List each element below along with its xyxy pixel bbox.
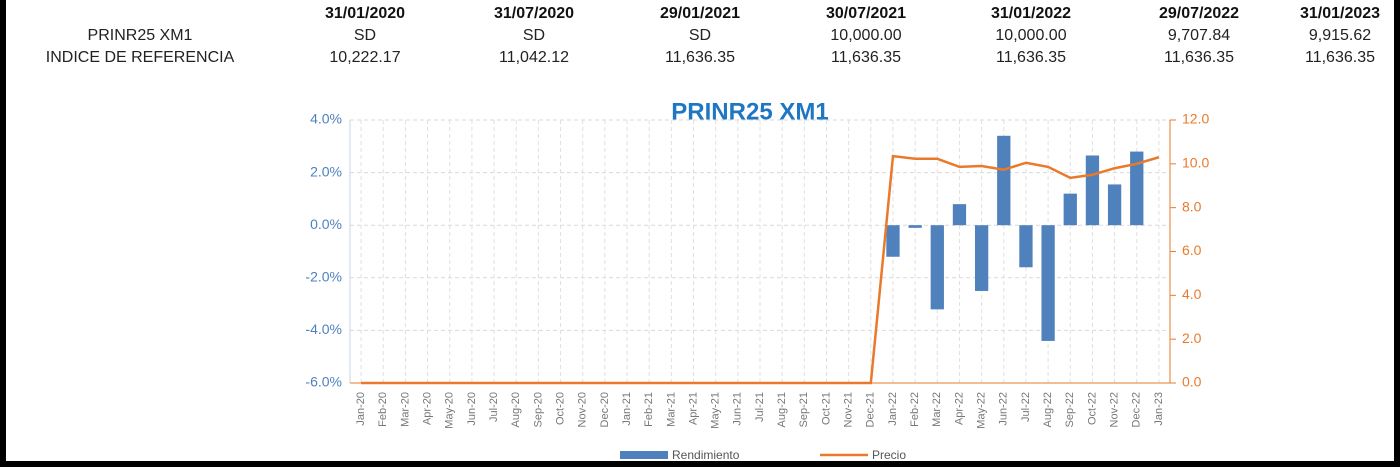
x-tick-label: Oct-21 (820, 392, 832, 425)
bar (1085, 155, 1100, 226)
column-header: 30/07/2021 (826, 5, 906, 22)
y-tick-label: -4.0% (305, 321, 342, 337)
x-tick-label: Nov-20 (577, 392, 589, 427)
x-tick-label: Oct-20 (554, 392, 566, 425)
cell: 11,636.35 (665, 49, 735, 66)
x-tick-label: May-20 (444, 392, 456, 429)
x-tick-label: Mar-22 (931, 392, 943, 427)
cell: 9,707.84 (1168, 27, 1230, 44)
x-tick-label: Mar-20 (399, 392, 411, 427)
column-header: 29/07/2022 (1159, 5, 1239, 22)
x-tick-label: Dec-22 (1131, 392, 1143, 427)
cell: 11,636.35 (1164, 49, 1234, 66)
x-tick-label: Jul-22 (1020, 392, 1032, 422)
cell: 10,000.00 (830, 27, 901, 44)
x-tick-label: Jul-20 (488, 392, 500, 422)
x-tick-label: Nov-21 (843, 392, 855, 427)
x-tick-label: Aug-20 (510, 392, 522, 427)
legend-label: Precio (872, 448, 906, 462)
x-tick-label: Dec-21 (865, 392, 877, 427)
x-tick-label: Aug-21 (776, 392, 788, 427)
legend-label: Rendimiento (672, 448, 740, 462)
column-header: 31/01/2023 (1300, 5, 1380, 22)
cell: 11,636.35 (831, 49, 901, 66)
x-tick-label: Jan-22 (887, 392, 899, 426)
y2-tick-label: 0.0 (1182, 374, 1202, 390)
x-tick-label: Feb-20 (377, 392, 389, 427)
x-tick-label: Feb-22 (909, 392, 921, 427)
bar (930, 225, 944, 310)
x-tick-label: Jan-21 (621, 392, 633, 426)
bar (1019, 225, 1033, 268)
y-tick-label: 2.0% (310, 163, 342, 179)
x-tick-label: Feb-21 (643, 392, 655, 427)
y2-tick-label: 8.0 (1182, 198, 1202, 214)
row-label: INDICE DE REFERENCIA (46, 49, 235, 66)
chart-title: PRINR25 XM1 (671, 98, 828, 125)
column-header: 29/01/2021 (660, 5, 740, 22)
bar (1041, 225, 1055, 341)
bar (886, 225, 900, 257)
x-tick-label: Sep-20 (532, 392, 544, 427)
x-tick-label: Oct-22 (1086, 392, 1098, 425)
bar (1107, 184, 1122, 226)
y2-tick-label: 6.0 (1182, 242, 1202, 258)
row-label: PRINR25 XM1 (88, 27, 193, 44)
x-tick-label: Jan-23 (1153, 392, 1165, 426)
legend-swatch (620, 451, 668, 459)
y-tick-label: -6.0% (305, 374, 342, 390)
x-tick-label: Sep-21 (798, 392, 810, 427)
line (361, 154, 1160, 385)
y-tick-label: 4.0% (310, 111, 342, 127)
y2-tick-label: 2.0 (1182, 330, 1202, 346)
x-tick-label: Jun-22 (998, 392, 1010, 426)
x-tick-label: Apr-22 (953, 392, 965, 425)
x-tick-label: May-22 (976, 392, 988, 429)
x-tick-label: Aug-22 (1042, 392, 1054, 427)
column-header: 31/07/2020 (494, 5, 574, 22)
bar (997, 135, 1011, 226)
x-tick-label: Jun-21 (732, 392, 744, 426)
column-header: 31/01/2022 (991, 5, 1071, 22)
cell: SD (523, 27, 545, 44)
x-tick-label: Nov-22 (1109, 392, 1121, 427)
x-tick-label: Sep-22 (1064, 392, 1076, 427)
x-tick-label: Dec-20 (599, 392, 611, 427)
y2-tick-label: 10.0 (1182, 155, 1209, 171)
x-tick-label: Jan-20 (355, 392, 367, 426)
cell: SD (689, 27, 711, 44)
cell: 9,915.62 (1309, 27, 1371, 44)
cell: 10,222.17 (329, 49, 400, 66)
x-tick-label: May-21 (710, 392, 722, 429)
y-tick-label: -2.0% (305, 269, 342, 285)
bar (1063, 193, 1077, 226)
bar (1130, 151, 1144, 226)
cell: 11,636.35 (1305, 49, 1375, 66)
bar (952, 204, 967, 226)
x-tick-label: Apr-21 (687, 392, 699, 425)
x-tick-label: Apr-20 (421, 392, 433, 425)
x-tick-label: Jun-20 (466, 392, 478, 426)
x-tick-label: Jul-21 (754, 392, 766, 422)
bar (974, 225, 989, 291)
cell: 10,000.00 (995, 27, 1066, 44)
y2-tick-label: 4.0 (1182, 286, 1202, 302)
cell: SD (354, 27, 376, 44)
x-tick-label: Mar-21 (665, 392, 677, 427)
cell: 11,042.12 (499, 49, 569, 66)
bar (908, 225, 922, 228)
cell: 11,636.35 (996, 49, 1066, 66)
y2-tick-label: 12.0 (1182, 111, 1209, 127)
column-header: 31/01/2020 (325, 5, 405, 22)
y-tick-label: 0.0% (310, 216, 342, 232)
